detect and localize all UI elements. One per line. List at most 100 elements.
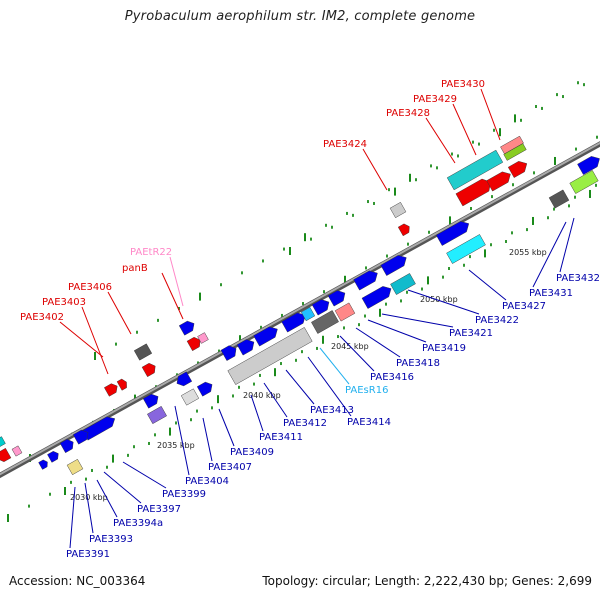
gene-label-PAE3407[interactable]: PAE3407 [208,462,252,473]
cds-gene[interactable] [174,371,193,388]
cds-gene-shape [142,393,159,409]
trna-gene[interactable] [11,445,23,457]
gene-label-PAE3399[interactable]: PAE3399 [162,489,206,500]
gene-callout-line [339,335,375,372]
cds-gene[interactable] [196,380,215,397]
cds-gene[interactable] [327,288,348,307]
cds-gene[interactable] [569,170,599,194]
cds-gene[interactable] [59,437,76,454]
gene-label-PAE3427[interactable]: PAE3427 [502,301,546,312]
cds-gene[interactable] [281,310,309,333]
cds-gene-shape [236,339,255,356]
gene-PAE3424-box[interactable] [389,201,407,219]
gene-label-PAE3416[interactable]: PAE3416 [370,372,414,383]
gene-label-PAEtR22[interactable]: PAEtR22 [130,247,172,258]
gray-gene[interactable] [548,189,570,209]
gene-label-PAE3403[interactable]: PAE3403 [42,297,86,308]
gene-label-PAE3404[interactable]: PAE3404 [185,476,229,487]
gene-label-PAE3402[interactable]: PAE3402 [20,312,64,323]
gene-callout-line [285,369,315,405]
gene-callout-line [161,272,184,320]
page-title: Pyrobaculum aerophilum str. IM2, complet… [124,9,476,24]
cds-gene[interactable] [142,392,161,409]
cds-gene[interactable] [236,337,257,356]
cds-gene-shape [577,156,600,175]
gene-label-PAE3421[interactable]: PAE3421 [449,328,493,339]
gray-gene[interactable] [133,343,153,361]
cds-gene[interactable] [311,297,332,316]
cds-gene[interactable] [47,450,60,463]
gene-callout-line [307,356,352,417]
gene-label-panB[interactable]: panB [122,263,148,274]
gene-callout-line [355,327,401,358]
gene-callout-line [218,408,235,447]
red-gene[interactable] [507,158,530,178]
red-gene[interactable] [397,222,412,237]
gene-label-PAEsR16[interactable]: PAEsR16 [345,385,388,396]
red-gene[interactable] [486,169,514,192]
gene-callout-line [480,88,501,141]
cds-gene[interactable] [72,428,91,445]
red-gene[interactable] [104,382,119,397]
gene-label-PAE3431[interactable]: PAE3431 [529,288,573,299]
gene-PAEsR16-region[interactable] [227,327,313,385]
red-gene[interactable] [141,361,158,378]
gene-label-PAE3429[interactable]: PAE3429 [413,94,457,105]
cds-gene[interactable] [147,406,167,424]
cds-gene-shape [353,270,378,291]
gene-label-PAE3394a[interactable]: PAE3394a [113,518,163,529]
gene-callout-line [174,405,190,476]
rrna-gene[interactable] [446,149,504,191]
rrna-gene[interactable] [503,143,527,161]
gene-callout-line [122,461,167,489]
gene-label-PAE3424[interactable]: PAE3424 [323,139,367,150]
gene-label-PAE3419[interactable]: PAE3419 [422,343,466,354]
gene-label-PAE3428[interactable]: PAE3428 [386,108,430,119]
cds-gene[interactable] [435,218,472,246]
gene-label-PAE3393[interactable]: PAE3393 [89,534,133,545]
rrna-gene[interactable] [334,302,356,322]
cds-gene[interactable] [38,459,50,470]
gene-label-PAE3391[interactable]: PAE3391 [66,549,110,560]
rrna-gene[interactable] [300,306,316,322]
cds-gene-shape [380,255,407,276]
cds-gene[interactable] [220,343,239,361]
gene-PAE3391[interactable] [66,458,84,476]
gene-label-PAE3397[interactable]: PAE3397 [137,504,181,515]
gene-label-PAE3413[interactable]: PAE3413 [310,405,354,416]
cds-gene-shape [281,312,306,333]
cds-gene-shape [196,381,213,397]
cds-gene[interactable] [180,388,200,406]
cds-gene[interactable] [361,283,394,309]
cds-gene[interactable] [380,252,410,276]
cds-gene[interactable] [353,268,381,291]
red-gene[interactable] [116,378,129,391]
rrna-gene-shape [446,149,504,191]
trna-gene[interactable] [197,332,209,344]
cds-gene[interactable] [178,319,197,336]
gene-label-PAE3409[interactable]: PAE3409 [230,447,274,458]
cds-gene[interactable] [577,153,600,175]
gene-label-PAE3430[interactable]: PAE3430 [441,79,485,90]
rrna-gene[interactable] [390,273,416,295]
trna-gene-shape [11,445,23,457]
red-gene-shape [397,223,410,237]
red-gene-shape [0,447,12,462]
rrna-gene[interactable] [0,436,6,448]
gene-label-PAE3412[interactable]: PAE3412 [283,418,327,429]
gene-label-PAE3414[interactable]: PAE3414 [347,417,391,428]
gene-label-PAE3418[interactable]: PAE3418 [396,358,440,369]
genome-summary: Topology: circular; Length: 2,222,430 bp… [262,574,592,588]
cds-gene[interactable] [446,234,486,264]
gene-label-PAE3406[interactable]: PAE3406 [68,282,112,293]
gene-label-PAE3411[interactable]: PAE3411 [259,432,303,443]
scale-label: 2030 kbp [70,493,108,502]
red-gene[interactable] [186,335,203,352]
gene-label-PAE3432[interactable]: PAE3432 [556,273,600,284]
gene-label-PAE3422[interactable]: PAE3422 [475,315,519,326]
cds-gene[interactable] [253,324,281,347]
red-gene[interactable] [0,447,12,463]
gray-gene[interactable] [311,310,339,334]
gene-callout-line [107,291,132,335]
